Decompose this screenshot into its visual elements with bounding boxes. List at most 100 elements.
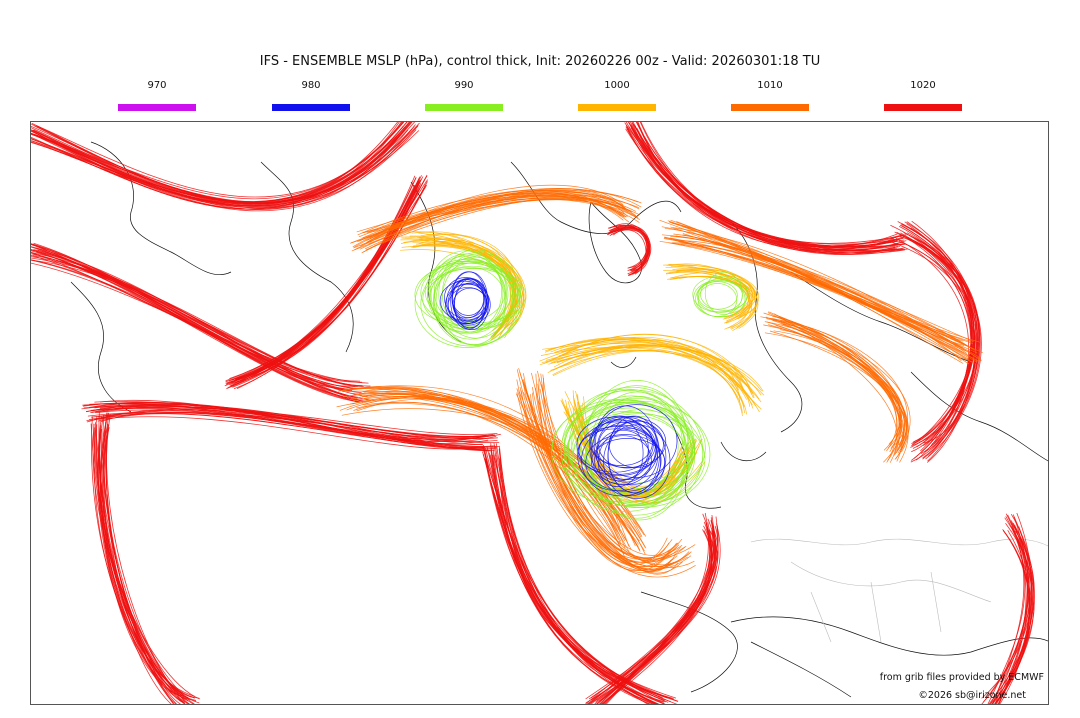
isobar-990 xyxy=(414,262,520,327)
isobar-980 xyxy=(451,271,488,324)
isobar-1020 xyxy=(634,125,898,250)
isobar-1000 xyxy=(676,268,755,315)
isobar-1000 xyxy=(679,275,751,318)
isobar-980 xyxy=(596,429,650,480)
isobar-1000 xyxy=(668,271,752,328)
isobar-1010 xyxy=(772,318,901,461)
isobar-1020 xyxy=(100,409,495,451)
isobar-1020 xyxy=(906,232,976,463)
isobar-1010 xyxy=(363,197,625,233)
chart-title: IFS - ENSEMBLE MSLP (hPa), control thick… xyxy=(259,54,821,69)
legend-item-990: 990 xyxy=(425,81,503,111)
legend-swatch-blue xyxy=(272,104,350,111)
isobar-1000 xyxy=(553,349,750,390)
isobar-980 xyxy=(439,280,490,321)
isobar-1020 xyxy=(232,177,420,388)
isobar-1020 xyxy=(609,223,647,271)
isobar-1000 xyxy=(419,237,527,330)
isobar-1020 xyxy=(83,405,495,440)
isobar-980 xyxy=(452,287,488,323)
isobar-990 xyxy=(560,388,692,512)
isobar-1000 xyxy=(663,264,760,320)
isobar-990 xyxy=(563,397,706,499)
isobar-1020 xyxy=(897,221,981,463)
isobar-1020 xyxy=(31,122,410,204)
isobar-1020 xyxy=(31,122,404,203)
isobar-1020 xyxy=(86,416,485,450)
isobar-1020 xyxy=(485,459,669,703)
isobar-1010 xyxy=(541,384,695,568)
isobar-990 xyxy=(427,267,527,324)
isobar-1000 xyxy=(663,269,757,322)
isobar-1010 xyxy=(768,311,908,459)
isobar-legend: 970 980 990 1000 1010 1020 xyxy=(0,0,1080,120)
isobar-1000 xyxy=(668,263,759,318)
isobar-lines xyxy=(31,122,1035,704)
isobar-1010 xyxy=(353,401,624,554)
legend-swatch-magenta xyxy=(118,104,196,111)
isobar-1020 xyxy=(89,403,485,442)
isobar-1010 xyxy=(362,188,624,253)
legend-swatch-yellow xyxy=(578,104,656,111)
isobar-1020 xyxy=(93,416,191,704)
map-panel xyxy=(30,121,1049,705)
isobar-1020 xyxy=(224,175,428,387)
isobar-1010 xyxy=(773,313,898,463)
isobar-1020 xyxy=(98,406,498,439)
isobar-1020 xyxy=(632,122,908,252)
isobar-1020 xyxy=(606,227,650,276)
isobar-1020 xyxy=(31,127,407,210)
isobar-1020 xyxy=(234,181,419,381)
isobar-1020 xyxy=(31,257,358,387)
isobar-1020 xyxy=(994,522,1035,704)
isobar-1020 xyxy=(609,227,648,274)
isobar-990 xyxy=(576,402,696,497)
legend-item-1010: 1010 xyxy=(731,81,809,111)
isobar-980 xyxy=(589,416,667,468)
isobar-1020 xyxy=(911,236,980,462)
isobar-1020 xyxy=(31,129,417,209)
isobar-1020 xyxy=(625,128,895,248)
isobar-980 xyxy=(594,435,652,486)
isobar-1020 xyxy=(31,259,358,398)
isobar-1010 xyxy=(521,379,670,571)
isobar-1000 xyxy=(669,263,753,318)
isobar-1010 xyxy=(530,394,681,563)
isobar-1000 xyxy=(673,276,751,319)
isobar-990 xyxy=(692,275,748,313)
isobar-1020 xyxy=(31,122,420,205)
isobar-1010 xyxy=(354,191,637,251)
isobar-1020 xyxy=(989,529,1031,704)
isobar-990 xyxy=(438,249,514,339)
isobar-1020 xyxy=(90,423,172,704)
isobar-990 xyxy=(696,279,743,313)
isobar-1020 xyxy=(31,259,353,392)
isobar-1020 xyxy=(31,122,403,200)
isobar-1020 xyxy=(226,180,421,390)
isobar-990 xyxy=(697,281,738,310)
isobar-1000 xyxy=(562,334,752,395)
isobar-1020 xyxy=(626,128,897,254)
country-borders xyxy=(750,538,1048,643)
isobar-1000 xyxy=(539,336,745,407)
isobar-1020 xyxy=(989,525,1032,704)
isobar-980 xyxy=(591,419,644,487)
isobar-1020 xyxy=(31,262,369,384)
isobar-map xyxy=(31,122,1048,704)
isobar-1010 xyxy=(366,188,642,241)
isobar-1000 xyxy=(542,343,764,392)
isobar-1020 xyxy=(31,126,404,203)
isobar-1010 xyxy=(363,393,625,557)
isobar-1020 xyxy=(635,128,903,245)
isobar-980 xyxy=(595,404,678,478)
isobar-1020 xyxy=(630,122,904,252)
isobar-980 xyxy=(598,427,661,497)
isobar-1010 xyxy=(670,236,970,360)
isobar-1020 xyxy=(88,412,483,446)
isobar-1010 xyxy=(518,390,683,574)
isobar-1000 xyxy=(409,235,521,341)
isobar-1000 xyxy=(552,345,762,396)
isobar-1020 xyxy=(899,226,979,444)
isobar-1020 xyxy=(599,530,715,702)
isobar-1020 xyxy=(106,414,175,704)
